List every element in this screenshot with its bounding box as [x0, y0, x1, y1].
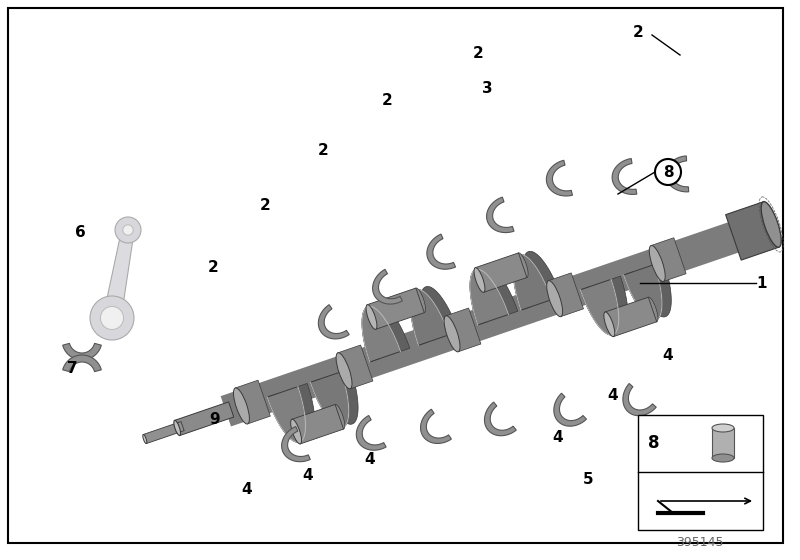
Ellipse shape: [290, 419, 302, 444]
Polygon shape: [62, 343, 102, 360]
Polygon shape: [546, 160, 573, 196]
Ellipse shape: [761, 202, 782, 248]
Polygon shape: [235, 380, 270, 424]
Text: 5: 5: [582, 473, 594, 488]
Polygon shape: [373, 269, 402, 304]
Ellipse shape: [234, 388, 250, 424]
Polygon shape: [446, 308, 481, 352]
Ellipse shape: [90, 296, 134, 340]
Text: 1: 1: [757, 276, 767, 291]
Polygon shape: [623, 262, 671, 320]
Ellipse shape: [604, 312, 614, 337]
Polygon shape: [486, 197, 514, 232]
Text: 2: 2: [382, 92, 392, 108]
Polygon shape: [623, 384, 656, 416]
Polygon shape: [580, 276, 628, 335]
Polygon shape: [310, 368, 358, 427]
Text: 4: 4: [302, 468, 314, 483]
Ellipse shape: [366, 305, 377, 329]
Ellipse shape: [546, 281, 562, 317]
Text: 8: 8: [662, 165, 674, 180]
Text: 4: 4: [365, 452, 375, 468]
Text: 8: 8: [648, 434, 659, 452]
Ellipse shape: [115, 217, 141, 243]
Text: 6: 6: [74, 225, 86, 240]
Polygon shape: [580, 279, 618, 335]
Polygon shape: [282, 427, 310, 461]
Text: 2: 2: [473, 45, 483, 60]
Polygon shape: [267, 386, 306, 442]
Ellipse shape: [414, 288, 426, 312]
Polygon shape: [410, 290, 449, 346]
Text: 4: 4: [553, 431, 563, 446]
Text: 2: 2: [260, 198, 270, 212]
Polygon shape: [470, 266, 518, 325]
Polygon shape: [362, 303, 410, 362]
Ellipse shape: [334, 404, 345, 429]
Polygon shape: [485, 402, 516, 436]
Polygon shape: [143, 422, 184, 444]
Text: 7: 7: [66, 361, 78, 376]
Polygon shape: [174, 402, 234, 436]
Polygon shape: [267, 384, 315, 442]
Text: 395145: 395145: [676, 536, 724, 549]
Ellipse shape: [336, 353, 352, 389]
Polygon shape: [470, 269, 509, 325]
Polygon shape: [221, 215, 760, 426]
Polygon shape: [421, 409, 451, 444]
Polygon shape: [318, 305, 350, 339]
Ellipse shape: [174, 421, 181, 436]
Text: 4: 4: [662, 348, 674, 362]
Text: 9: 9: [210, 413, 220, 427]
Polygon shape: [514, 251, 561, 310]
Ellipse shape: [142, 435, 147, 444]
Polygon shape: [651, 238, 686, 282]
Polygon shape: [310, 372, 349, 427]
Ellipse shape: [474, 268, 485, 292]
Circle shape: [655, 159, 681, 185]
Polygon shape: [554, 393, 586, 426]
Text: 2: 2: [208, 259, 218, 274]
Ellipse shape: [123, 225, 134, 235]
Ellipse shape: [712, 454, 734, 462]
Polygon shape: [356, 416, 386, 450]
Polygon shape: [623, 264, 662, 320]
Bar: [712, 428, 734, 458]
Polygon shape: [514, 255, 552, 310]
Polygon shape: [427, 234, 455, 269]
Polygon shape: [666, 156, 689, 192]
Text: 2: 2: [633, 25, 643, 40]
Ellipse shape: [712, 424, 734, 432]
Polygon shape: [362, 306, 401, 362]
Text: 2: 2: [318, 142, 328, 157]
Polygon shape: [605, 297, 657, 337]
Text: 4: 4: [242, 483, 252, 497]
Polygon shape: [367, 288, 424, 329]
Polygon shape: [292, 404, 343, 444]
Ellipse shape: [444, 316, 460, 352]
Text: 4: 4: [608, 388, 618, 403]
Polygon shape: [475, 253, 527, 292]
Ellipse shape: [518, 253, 528, 278]
Polygon shape: [62, 355, 102, 372]
Bar: [638, 415, 763, 530]
Polygon shape: [103, 229, 134, 320]
Ellipse shape: [647, 297, 658, 322]
Ellipse shape: [101, 306, 123, 329]
Polygon shape: [726, 202, 779, 260]
Polygon shape: [549, 273, 583, 316]
Ellipse shape: [650, 245, 666, 282]
Polygon shape: [410, 287, 458, 346]
Text: 3: 3: [482, 81, 492, 96]
Polygon shape: [612, 158, 637, 194]
Polygon shape: [338, 345, 373, 389]
